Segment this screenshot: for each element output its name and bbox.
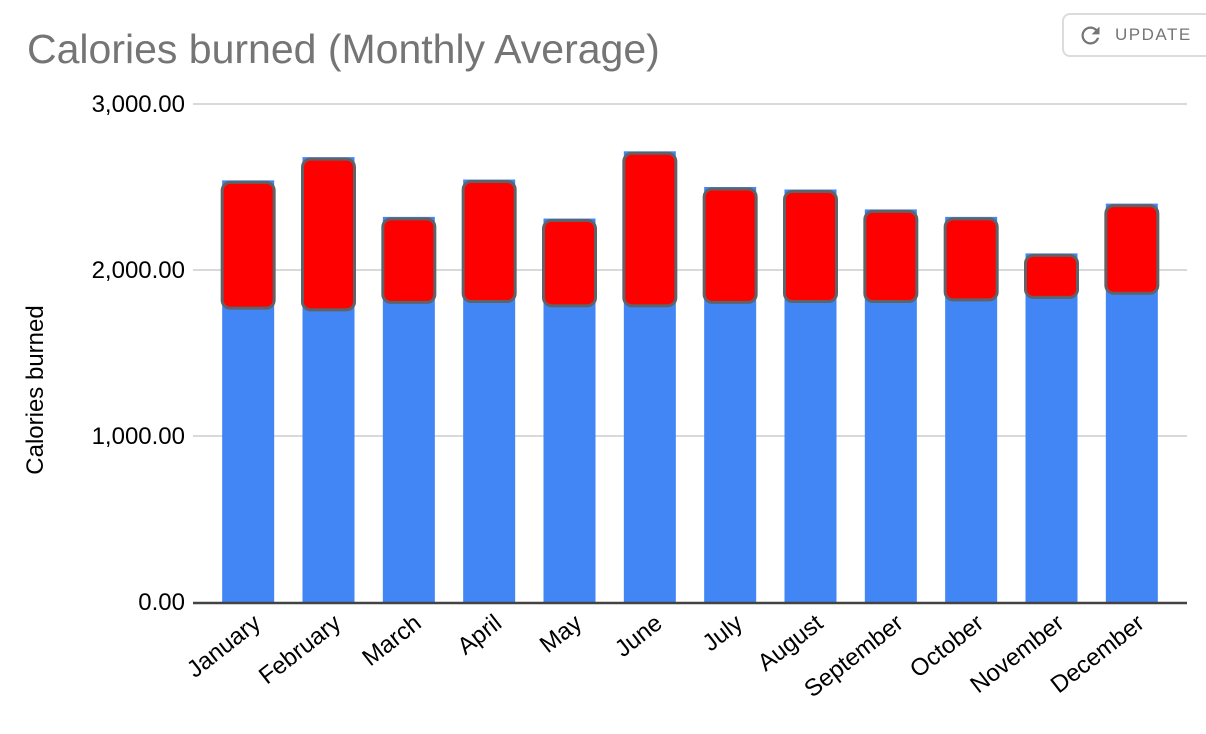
bar-july-red <box>702 187 758 304</box>
bar-november-blue <box>1025 253 1078 602</box>
bar-may-red <box>542 219 597 308</box>
bar-march-red <box>381 217 437 304</box>
bar-august-red <box>783 189 838 304</box>
bar-february-red <box>301 157 356 312</box>
x-label-may: May <box>535 609 587 658</box>
refresh-icon <box>1077 22 1104 49</box>
x-label-july: July <box>698 609 748 657</box>
y-tick-label-0: 0.00 <box>138 589 185 616</box>
y-tick-label-1000: 1,000.00 <box>92 423 185 450</box>
y-axis-title: Calories burned <box>22 305 49 474</box>
x-label-march: March <box>357 609 426 671</box>
x-label-april: April <box>452 609 506 660</box>
bar-september-red <box>863 209 919 304</box>
x-label-january: January <box>182 609 266 683</box>
bar-june-red <box>622 151 678 308</box>
update-button[interactable]: UPDATE <box>1062 13 1206 57</box>
bar-april-red <box>461 180 517 304</box>
x-label-february: February <box>254 609 346 689</box>
update-button-label: UPDATE <box>1115 25 1192 44</box>
bar-november-red <box>1024 253 1079 299</box>
y-tick-label-2000: 2,000.00 <box>92 257 185 284</box>
bar-january-red <box>220 180 276 310</box>
y-tick-label-3000: 3,000.00 <box>92 91 185 118</box>
chart-title: Calories burned (Monthly Average) <box>27 26 660 72</box>
x-label-june: June <box>610 609 668 662</box>
bar-december-red <box>1104 204 1160 295</box>
x-label-august: August <box>753 609 829 676</box>
bar-october-red <box>943 217 999 302</box>
